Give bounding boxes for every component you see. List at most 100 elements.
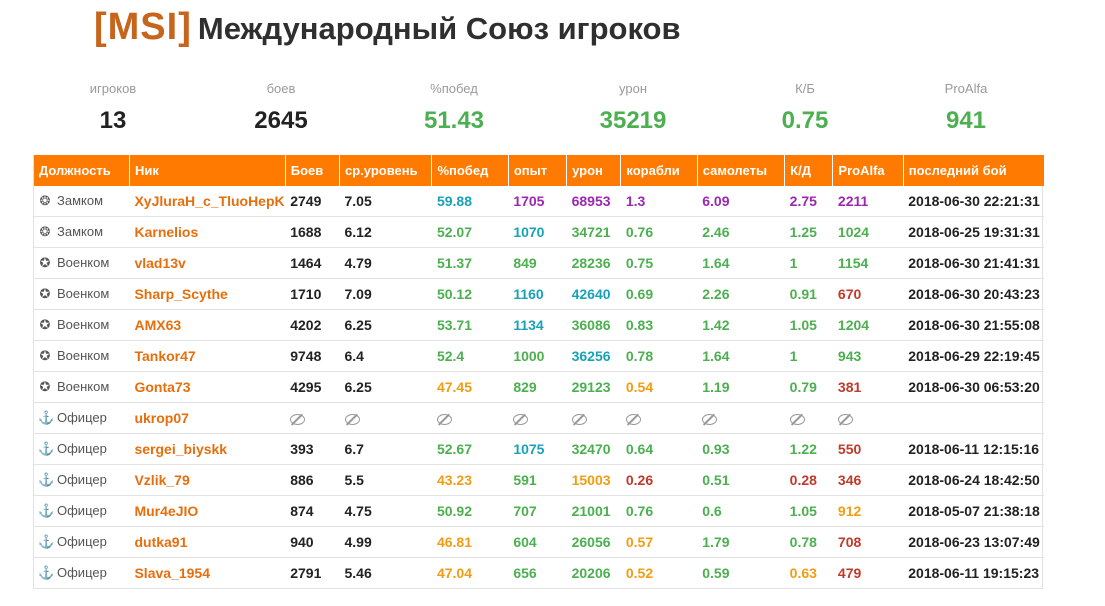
stat-value: 941 xyxy=(945,107,987,134)
damage-cell: 20206 xyxy=(571,565,611,581)
role-cell: ❂ Замком xyxy=(34,186,130,217)
ships-cell: 0.26 xyxy=(620,464,698,496)
damage-cell: 68953 xyxy=(566,186,621,217)
exp-cell: 604 xyxy=(508,526,567,558)
column-header[interactable]: К/Д xyxy=(784,155,834,186)
damage-cell: 21001 xyxy=(566,495,621,527)
clan-title: Международный Союз игроков xyxy=(197,11,681,46)
role-cell: ✪ Военком xyxy=(34,340,130,372)
proalfa-cell: 1024 xyxy=(832,216,904,248)
player-nick-link[interactable]: Karnelios xyxy=(129,216,286,248)
role-label: Военком xyxy=(57,286,110,301)
ships-cell: 0.83 xyxy=(620,309,698,341)
player-nick-link[interactable]: vlad13v xyxy=(129,247,286,279)
damage-cell: 36256 xyxy=(566,340,621,372)
role-label: Офицер xyxy=(57,534,107,549)
damage-cell: 34721 xyxy=(566,216,621,248)
role-cell: ⚓ Офицер xyxy=(34,558,129,589)
column-header[interactable]: Ник xyxy=(129,155,286,186)
hidden-eye-icon xyxy=(344,413,360,425)
table-row[interactable]: ❂ Замком Karnelios 1688 6.12 52.07 1070 34721 0.… xyxy=(34,216,1044,248)
role-cell: ✪ Военком xyxy=(34,309,130,341)
planes-cell: 0.59 xyxy=(702,565,730,581)
hidden-eye-icon xyxy=(789,413,805,425)
hidden-stat-cell xyxy=(339,402,432,434)
player-nick-link[interactable]: Mur4eJIO xyxy=(129,495,286,527)
page-header: [MSI] Международный Союз игроков xyxy=(94,6,681,56)
player-nick-link[interactable]: sergei_biyskk xyxy=(129,433,286,465)
table-row[interactable]: ❂ Замком XyJluraH_c_TluoHepKu 2749 7.05 59.88… xyxy=(34,186,1044,217)
table-row[interactable]: ✪ Военком Sharp_Scythe 1710 7.09 50.12 1160 426… xyxy=(34,278,1044,310)
hidden-stat-cell xyxy=(431,402,509,434)
avg-tier-cell: 4.79 xyxy=(339,247,432,279)
player-nick-link[interactable]: Tankor47 xyxy=(129,340,286,372)
hidden-eye-icon xyxy=(702,413,718,425)
role-cell: ✪ Военком xyxy=(34,371,130,403)
player-nick-link[interactable]: AMX63 xyxy=(129,309,286,341)
player-nick-link[interactable]: XyJluraH_c_TluoHepKu xyxy=(129,186,286,217)
ships-cell: 0.64 xyxy=(620,433,698,465)
table-row[interactable]: ✪ Военком Gonta73 4295 6.25 47.45 829 29123 0.54… xyxy=(34,371,1044,403)
kd-cell: 1.05 xyxy=(784,495,833,527)
table-row[interactable]: ✪ Военком Tankor47 9748 6.4 52.4 1000 36256 0.78… xyxy=(34,340,1044,372)
player-nick-link[interactable]: Gonta73 xyxy=(129,371,286,403)
damage-cell: 36086 xyxy=(566,309,621,341)
hidden-stat-cell xyxy=(620,402,698,434)
planes-cell: 1.64 xyxy=(697,340,785,372)
stat-label: урон xyxy=(619,81,647,96)
role-label: Офицер xyxy=(57,441,107,456)
table-row[interactable]: ⚓ Офицер Vzlik_79 886 5.5 43.23 591 15003 0.26 0.… xyxy=(34,464,1044,496)
commissar-icon: ✪ xyxy=(39,255,51,270)
table-row[interactable]: ⚓ Офицер ukrop07 xyxy=(34,402,1044,434)
proalfa-cell: 943 xyxy=(832,340,904,372)
column-header[interactable]: %побед xyxy=(431,155,509,186)
column-header[interactable]: урон xyxy=(566,155,622,186)
damage-cell: 42640 xyxy=(566,278,621,310)
proalfa-cell: 479 xyxy=(837,565,862,581)
player-nick-link[interactable]: Slava_1954 xyxy=(134,565,210,581)
avg-tier-cell: 6.25 xyxy=(339,309,432,341)
proalfa-cell: 1204 xyxy=(832,309,904,341)
column-header[interactable]: самолеты xyxy=(697,155,786,186)
planes-cell: 6.09 xyxy=(697,186,785,217)
hidden-eye-icon xyxy=(837,413,853,425)
damage-cell: 32470 xyxy=(566,433,621,465)
exp-cell: 1000 xyxy=(508,340,567,372)
stat-value: 51.43 xyxy=(423,107,485,134)
role-label: Офицер xyxy=(57,472,107,487)
column-header[interactable]: Боев xyxy=(285,155,341,186)
last-battle-cell: 2018-06-25 19:31:31 xyxy=(903,216,1044,248)
damage-cell: 26056 xyxy=(566,526,621,558)
winrate-cell: 47.45 xyxy=(431,371,509,403)
table-row[interactable]: ✪ Военком vlad13v 1464 4.79 51.37 849 28236 0.75… xyxy=(34,247,1044,279)
column-header[interactable]: корабли xyxy=(620,155,698,186)
player-nick-link[interactable]: dutka91 xyxy=(129,526,286,558)
table-row[interactable]: ⚓ Офицер Mur4eJIO 874 4.75 50.92 707 21001 0.76 0… xyxy=(34,495,1044,527)
table-row[interactable]: ⚓ Офицер Slava_1954 2791 5.46 47.04 656 20206 0.… xyxy=(34,558,1044,589)
avg-tier-cell: 5.46 xyxy=(344,565,372,581)
column-header[interactable]: ср.уровень xyxy=(339,155,433,186)
planes-cell: 0.93 xyxy=(697,433,785,465)
table-row[interactable]: ⚓ Офицер sergei_biyskk 393 6.7 52.67 1075 32470… xyxy=(34,433,1044,465)
stat-proalfa: ProAlfa 941 xyxy=(906,80,1026,134)
player-nick-link[interactable]: Sharp_Scythe xyxy=(129,278,286,310)
anchor-icon: ⚓ xyxy=(38,565,55,580)
table-row[interactable]: ✪ Военком AMX63 4202 6.25 53.71 1134 36086 0.83 1… xyxy=(34,309,1044,341)
column-header[interactable]: ProAlfa xyxy=(832,155,904,186)
proalfa-cell: 2211 xyxy=(832,186,904,217)
hidden-eye-icon xyxy=(436,413,452,425)
column-header[interactable]: Должность xyxy=(34,155,130,186)
avg-tier-cell: 7.05 xyxy=(339,186,432,217)
stat-value: 35219 xyxy=(599,107,667,134)
column-header[interactable]: последний бой xyxy=(903,155,1044,186)
stat-label: К/Б xyxy=(795,81,815,96)
battles-cell: 4202 xyxy=(285,309,340,341)
player-nick-link[interactable]: Vzlik_79 xyxy=(129,464,286,496)
planes-cell: 1.42 xyxy=(697,309,785,341)
battles-cell: 1710 xyxy=(285,278,340,310)
player-nick-link[interactable]: ukrop07 xyxy=(129,402,286,434)
proalfa-cell: 1154 xyxy=(832,247,904,279)
proalfa-cell: 708 xyxy=(832,526,904,558)
column-header[interactable]: опыт xyxy=(508,155,568,186)
table-row[interactable]: ⚓ Офицер dutka91 940 4.99 46.81 604 26056 0.57 1.… xyxy=(34,526,1044,558)
